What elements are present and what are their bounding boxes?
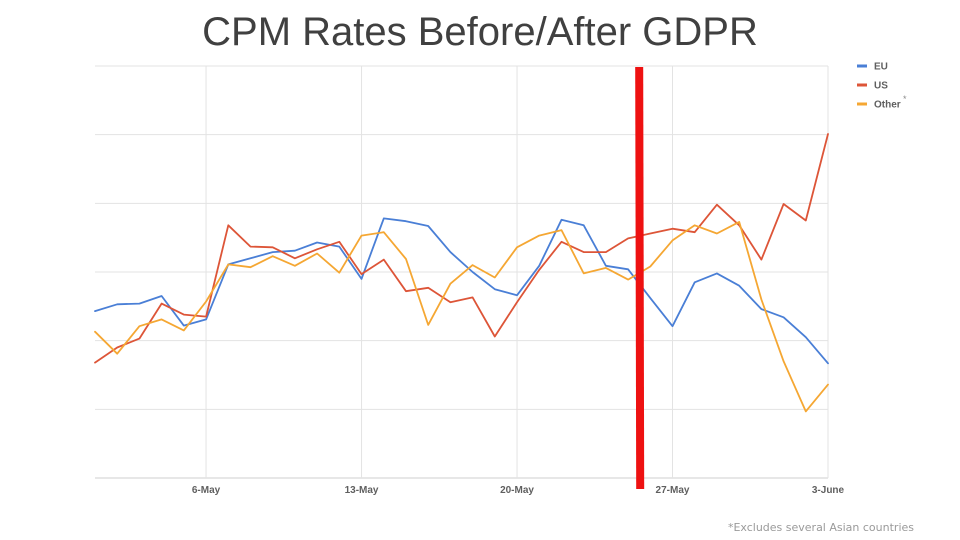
legend-footnote-mark: *	[903, 94, 907, 104]
legend-label-eu: EU	[874, 62, 888, 73]
gdpr-marker-line	[635, 66, 645, 490]
x-tick-label: 6-May	[192, 485, 221, 496]
legend-label-us: US	[874, 81, 888, 92]
series-lines	[94, 133, 829, 413]
series-line-eu	[94, 217, 829, 365]
legend-label-other: Other	[874, 100, 901, 111]
gdpr-marker	[635, 66, 645, 490]
vertical-gridlines	[205, 66, 829, 478]
x-axis-ticks: 6-May 13-May 20-May 27-May 3-June	[192, 485, 845, 496]
legend: EU US Other*	[857, 62, 907, 111]
x-tick-label: 3-June	[812, 485, 845, 496]
footnote: *Excludes several Asian countries	[727, 521, 914, 534]
x-tick-label: 13-May	[345, 485, 379, 496]
series-line-us	[94, 133, 829, 364]
chart-title: CPM Rates Before/After GDPR	[202, 10, 758, 54]
x-tick-label: 27-May	[656, 485, 690, 496]
series-line-other	[94, 220, 829, 413]
horizontal-gridlines	[95, 65, 828, 479]
x-tick-label: 20-May	[500, 485, 534, 496]
